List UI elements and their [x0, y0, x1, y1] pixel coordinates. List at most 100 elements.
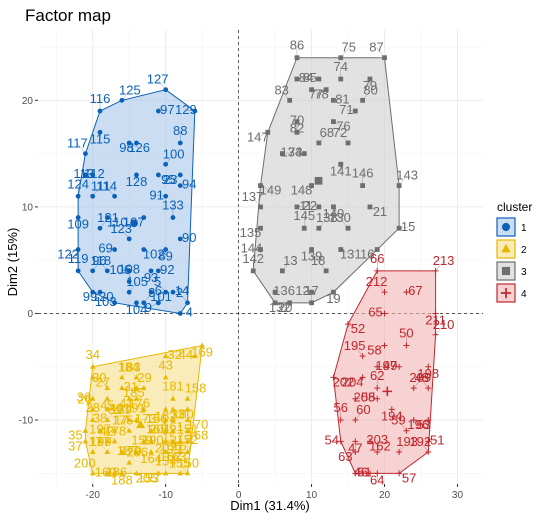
label-leader-4-53	[413, 419, 424, 426]
label-leader-1-2	[179, 292, 188, 303]
label-leader-1-123	[120, 228, 130, 240]
label-leader-4-55	[368, 397, 378, 399]
point-label-2-44: 44	[179, 347, 193, 362]
label-leader-1-9	[148, 302, 159, 309]
label-leader-1-103	[105, 301, 115, 304]
point-label-4-202: 202	[333, 374, 355, 389]
x-tick-label-2: 0	[236, 490, 242, 501]
point-label-2-165: 165	[146, 422, 168, 437]
x-tick-label-4: 20	[379, 490, 391, 501]
point-label-1-115: 115	[90, 131, 111, 146]
point-label-1-104: 104	[126, 302, 148, 317]
label-leader-3-148	[301, 185, 312, 191]
point-label-2-153: 153	[138, 470, 160, 485]
point-label-4-208: 208	[353, 390, 375, 405]
point-2-190	[140, 438, 147, 444]
point-label-1-69: 69	[98, 241, 112, 256]
label-leader-4-67	[406, 290, 416, 293]
x-axis-title: Dim1 (31.4%)	[230, 498, 309, 513]
label-leader-3-130	[339, 218, 349, 229]
label-leader-3-18	[317, 260, 327, 272]
label-leader-3-138	[318, 218, 328, 229]
point-label-4-50: 50	[399, 325, 413, 340]
point-label-2-189: 189	[110, 402, 132, 417]
label-leader-1-122	[68, 249, 79, 255]
point-2-187	[133, 449, 140, 455]
point-4-48	[410, 385, 417, 392]
point-1-114	[112, 193, 117, 199]
point-label-2-178: 178	[104, 423, 126, 438]
label-leader-4-52	[347, 323, 359, 330]
label-leader-2-159	[142, 440, 152, 442]
point-label-1-125: 125	[119, 82, 141, 97]
point-2-161	[170, 417, 176, 423]
point-label-3-86: 86	[290, 38, 304, 53]
point-2-157	[170, 427, 176, 433]
label-leader-2-200	[84, 463, 93, 474]
label-leader-2-37	[75, 441, 86, 447]
label-leader-3-135	[250, 228, 261, 234]
label-leader-3-80	[362, 90, 371, 101]
point-label-3-81: 81	[335, 91, 349, 106]
point-label-3-142: 142	[242, 251, 264, 266]
point-label-2-40: 40	[109, 400, 123, 415]
point-label-1-14: 14	[175, 283, 189, 298]
point-label-2-159: 159	[131, 432, 153, 447]
point-2-201	[148, 427, 154, 433]
label-leader-4-49	[390, 365, 400, 368]
label-leader-2-189	[120, 409, 130, 421]
label-leader-4-65	[375, 312, 385, 314]
x-tick-label-5: 30	[452, 490, 464, 501]
point-label-1-9: 9	[145, 300, 152, 315]
point-label-2-187: 187	[117, 443, 139, 458]
point-label-2-185: 185	[123, 385, 145, 400]
point-4-195	[359, 353, 366, 360]
point-label-2-205: 205	[136, 470, 158, 485]
point-label-4-65: 65	[368, 304, 382, 319]
x-tick-label-0: -20	[85, 490, 100, 501]
label-leader-4-213	[435, 260, 444, 272]
label-leader-1-14	[172, 290, 182, 293]
point-label-1-105: 105	[126, 274, 148, 289]
point-2-30	[104, 385, 111, 391]
label-leader-2-31	[121, 386, 131, 389]
point-label-2-167: 167	[172, 438, 194, 453]
point-label-1-121: 121	[97, 210, 119, 225]
point-label-1-90: 90	[182, 230, 196, 245]
point-label-2-26: 26	[77, 391, 91, 406]
label-leader-1-95	[158, 174, 169, 181]
point-1-133	[170, 215, 176, 220]
point-label-2-32: 32	[167, 347, 181, 362]
point-2-191	[140, 406, 147, 412]
point-label-3-87: 87	[369, 40, 383, 55]
point-label-4-192: 192	[409, 434, 431, 449]
point-3-15	[396, 225, 402, 231]
point-2-173	[133, 417, 140, 423]
point-label-3-80: 80	[363, 82, 377, 97]
label-leader-2-183	[121, 367, 131, 378]
label-leader-1-118	[92, 260, 101, 272]
label-leader-4-202	[333, 377, 344, 383]
point-2-40	[104, 406, 111, 412]
label-leader-1-105	[128, 282, 138, 293]
point-label-1-102: 102	[143, 247, 165, 262]
label-leader-4-60	[355, 409, 364, 421]
point-2-206	[126, 459, 132, 465]
point-2-17	[126, 427, 132, 433]
point-label-1-5: 5	[154, 274, 161, 289]
point-label-3-22: 22	[303, 198, 317, 213]
point-label-2-170: 170	[187, 417, 209, 432]
label-leader-1-102	[143, 249, 154, 255]
point-label-1-100: 100	[163, 146, 185, 161]
point-1-111	[90, 193, 96, 199]
label-leader-3-134	[282, 152, 292, 154]
y-tick-label-3: 20	[22, 96, 34, 107]
point-label-1-133: 133	[162, 198, 184, 213]
point-label-3-148: 148	[291, 183, 313, 198]
label-leader-2-39	[107, 409, 116, 421]
label-leader-4-209	[420, 377, 429, 389]
point-label-3-71: 71	[339, 102, 353, 117]
label-leader-2-32	[165, 354, 175, 357]
label-leader-2-150	[180, 463, 189, 474]
point-label-3-131: 131	[340, 247, 362, 262]
